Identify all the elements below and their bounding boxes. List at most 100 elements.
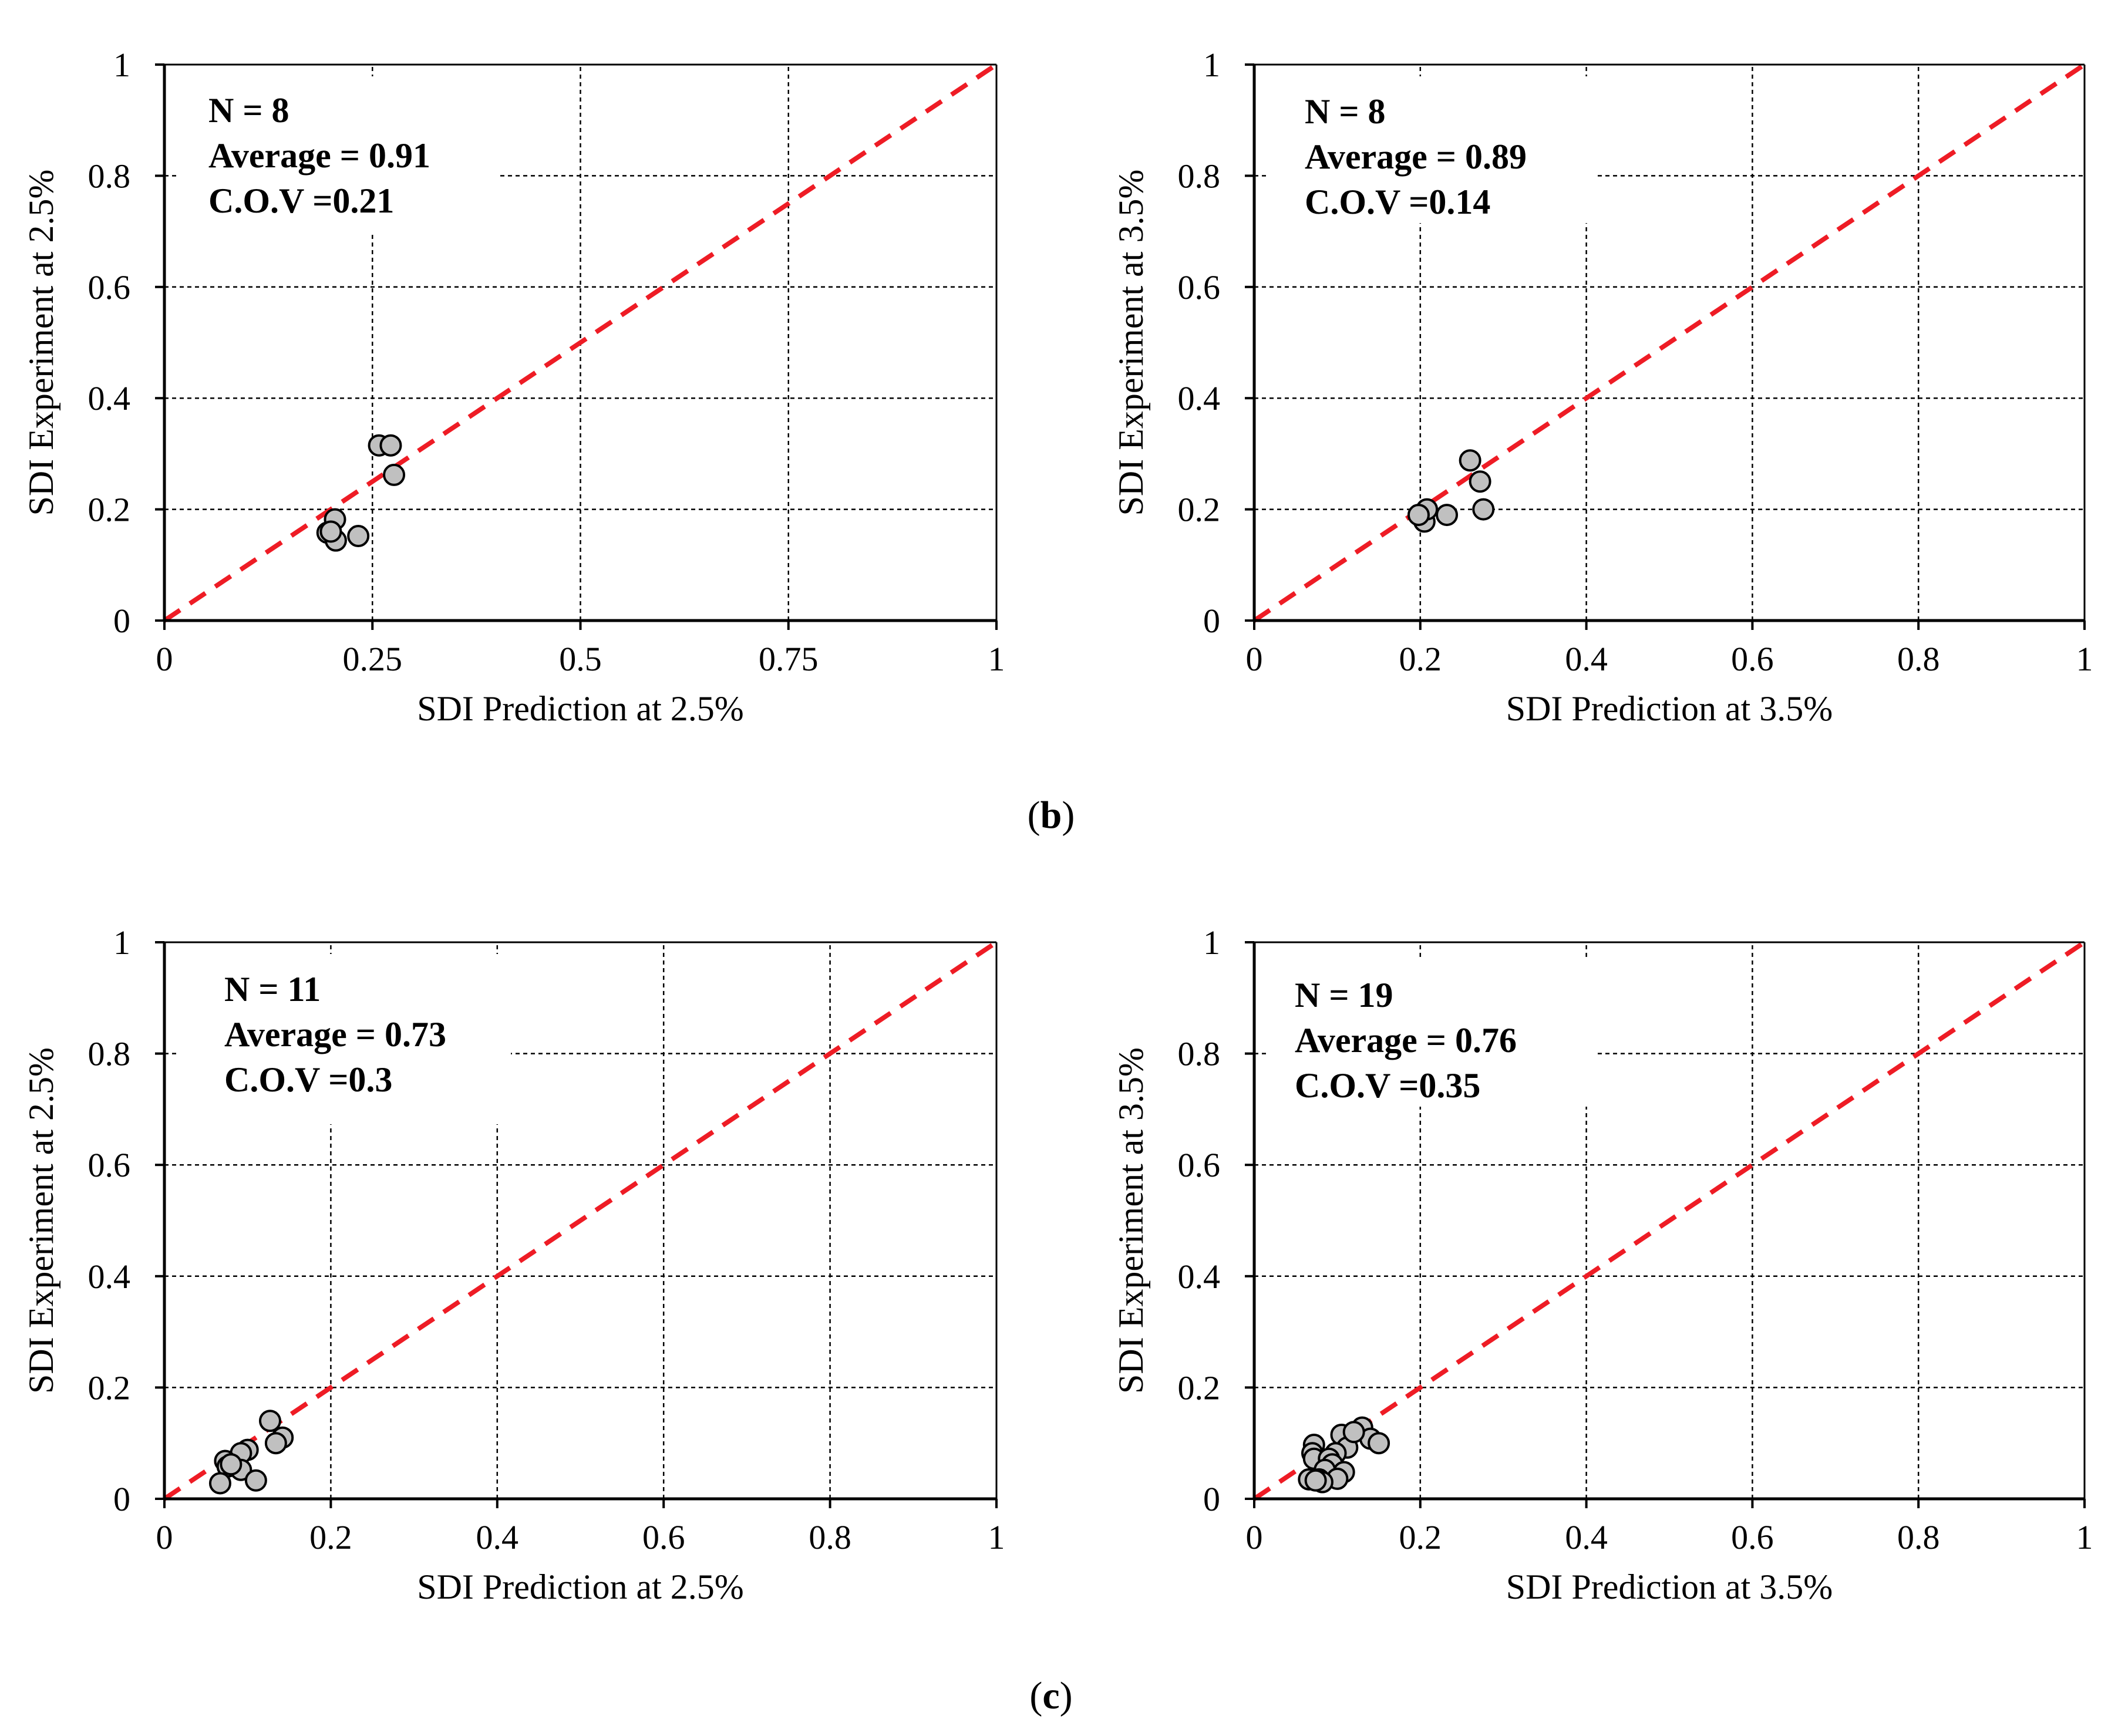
stats-background (1266, 960, 1595, 1107)
y-tick-label: 0.4 (88, 1258, 131, 1296)
y-tick-label: 0.6 (88, 1146, 131, 1184)
data-point (208, 1472, 231, 1495)
data-point (264, 1432, 287, 1455)
stats-background (176, 76, 499, 235)
x-axis-title: SDI Prediction at 3.5% (1506, 1568, 1833, 1606)
y-tick-label: 0 (113, 602, 130, 640)
y-tick-label: 0.8 (1178, 1035, 1221, 1073)
panel-b: 0 0.25 0.5 0.75 1 0 0.2 0.4 0.6 0.8 1 SDI Predictio… (22, 46, 2093, 837)
x-tick-label: 0.6 (1731, 1518, 1774, 1556)
data-point (379, 434, 402, 457)
x-tick-label: 0.2 (1399, 640, 1442, 678)
stats-line: N = 19 (1295, 976, 1393, 1014)
y-tick-label: 0.6 (1178, 1146, 1221, 1184)
x-tick-label: 0.2 (309, 1518, 352, 1556)
data-point (383, 463, 406, 486)
y-tick-label: 0.2 (1178, 491, 1221, 529)
y-tick-label: 0.6 (88, 268, 131, 306)
panel-label-b: (b) (1028, 794, 1075, 837)
panel-label-c: (c) (1029, 1674, 1072, 1717)
y-tick-label: 0.2 (88, 1368, 131, 1407)
y-tick-label: 0.2 (88, 491, 131, 529)
data-point (347, 525, 370, 548)
y-tick-label: 0 (113, 1480, 130, 1518)
reference-line (163, 940, 998, 1501)
x-tick-label: 0 (156, 640, 173, 678)
x-tick-label: 0.8 (809, 1518, 851, 1556)
y-tick-label: 1 (113, 46, 130, 84)
x-tick-label: 0.4 (1565, 640, 1608, 678)
data-point (1368, 1432, 1390, 1455)
data-point (1304, 1469, 1327, 1492)
data-point (258, 1410, 281, 1432)
x-tick-label: 0.6 (642, 1518, 685, 1556)
data-point (1469, 470, 1491, 493)
data-point (220, 1453, 243, 1476)
x-tick-label: 0.25 (343, 640, 403, 678)
x-tick-label: 0.5 (559, 640, 602, 678)
y-tick-label: 0.4 (1178, 1258, 1221, 1296)
x-tick-label: 0 (1246, 1518, 1263, 1556)
stats-line: N = 8 (1305, 92, 1386, 131)
stats-line: Average = 0.89 (1305, 137, 1527, 176)
y-axis-title: SDI Experiment at 2.5% (22, 1047, 60, 1394)
data-point (1407, 504, 1430, 527)
x-tick-label: 0.8 (1897, 640, 1940, 678)
y-tick-label: 0.8 (1178, 157, 1221, 195)
reference-line (163, 62, 998, 623)
y-tick-label: 0.4 (1178, 379, 1221, 417)
y-tick-label: 1 (113, 923, 130, 962)
x-tick-label: 1 (988, 640, 1005, 678)
x-tick-label: 0.4 (476, 1518, 519, 1556)
stats-background (176, 954, 511, 1124)
x-tick-label: 0.6 (1731, 640, 1774, 678)
stats-line: C.O.V =0.21 (208, 181, 394, 220)
x-tick-label: 1 (2076, 1518, 2093, 1556)
chart-c-left: 0 0.2 0.4 0.6 0.8 1 0 0.2 0.4 0.6 0.8 1 SDI Predicti… (22, 923, 1005, 1606)
stats-line: N = 11 (224, 970, 321, 1009)
y-tick-label: 0.6 (1178, 268, 1221, 306)
chart-b-right: 0 0.2 0.4 0.6 0.8 1 0 0.2 0.4 0.6 0.8 1 SDI Predicti… (1112, 46, 2093, 728)
panel-c: 0 0.2 0.4 0.6 0.8 1 0 0.2 0.4 0.6 0.8 1 SDI Predicti… (22, 923, 2093, 1717)
stats-line: C.O.V =0.35 (1295, 1066, 1480, 1105)
stats-background (1266, 76, 1595, 223)
y-tick-label: 0.4 (88, 379, 131, 417)
x-axis-title: SDI Prediction at 3.5% (1506, 689, 1833, 728)
y-tick-label: 0 (1203, 602, 1220, 640)
data-point (1472, 498, 1495, 521)
stats-line: Average = 0.73 (224, 1015, 446, 1054)
x-tick-label: 0.75 (759, 640, 819, 678)
x-tick-label: 1 (988, 1518, 1005, 1556)
x-tick-label: 0.8 (1897, 1518, 1940, 1556)
y-tick-label: 0.8 (88, 1035, 131, 1073)
reference-line (1252, 62, 2086, 623)
x-tick-label: 0 (156, 1518, 173, 1556)
y-axis-title: SDI Experiment at 2.5% (22, 170, 60, 516)
x-tick-label: 0.2 (1399, 1518, 1442, 1556)
x-tick-label: 1 (2076, 640, 2093, 678)
stats-line: Average = 0.76 (1295, 1021, 1517, 1060)
stats-line: C.O.V =0.14 (1305, 183, 1490, 221)
x-tick-label: 0.4 (1565, 1518, 1608, 1556)
data-point (1342, 1421, 1365, 1444)
y-tick-label: 0.8 (88, 157, 131, 195)
data-point (1436, 504, 1459, 527)
chart-b-left: 0 0.25 0.5 0.75 1 0 0.2 0.4 0.6 0.8 1 SDI Predictio… (22, 46, 1005, 728)
y-tick-label: 1 (1203, 923, 1220, 962)
x-tick-label: 0 (1246, 640, 1263, 678)
y-axis-title: SDI Experiment at 3.5% (1112, 170, 1150, 516)
y-tick-label: 1 (1203, 46, 1220, 84)
data-point (244, 1469, 267, 1492)
x-axis-title: SDI Prediction at 2.5% (417, 1568, 744, 1606)
stats-line: N = 8 (208, 91, 289, 130)
y-tick-label: 0 (1203, 1480, 1220, 1518)
stats-line: C.O.V =0.3 (224, 1060, 392, 1099)
x-axis-title: SDI Prediction at 2.5% (417, 689, 744, 728)
y-axis-title: SDI Experiment at 3.5% (1112, 1047, 1150, 1394)
reference-line (1252, 940, 2086, 1501)
data-point (1459, 449, 1481, 472)
data-point (319, 520, 342, 543)
y-tick-label: 0.2 (1178, 1368, 1221, 1407)
stats-line: Average = 0.91 (208, 136, 430, 175)
